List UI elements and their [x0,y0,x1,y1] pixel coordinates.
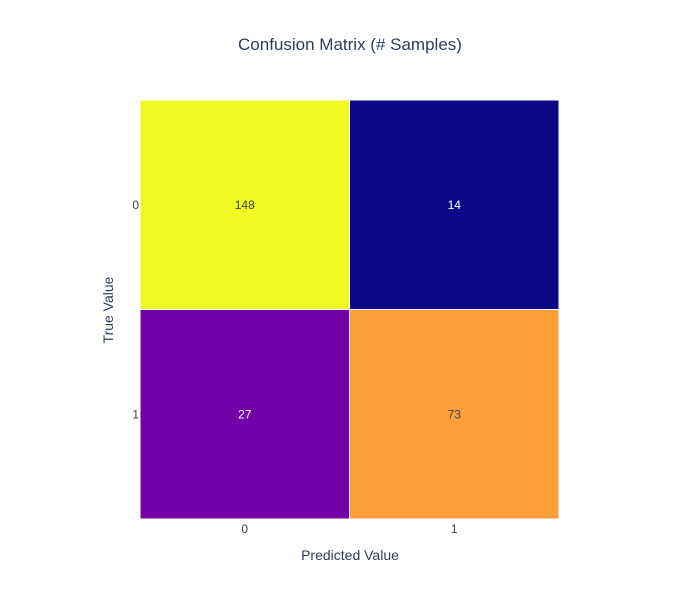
chart-title: Confusion Matrix (# Samples) [238,35,462,54]
x-tick-label: 0 [241,522,248,536]
cell-value-label-0-0: 148 [235,198,255,212]
heatmap-cells: 148 14 27 73 [139,99,560,520]
heatmap-cell-1-1 [349,309,560,520]
x-tick-label: 1 [451,522,458,536]
heatmap-cell-1-0 [139,309,350,520]
y-axis-title: True Value [100,276,116,343]
y-tick-label: 1 [132,407,139,421]
heatmap-cell-0-1 [349,99,560,310]
heatmap-cell-0-0 [139,99,350,310]
y-tick-label: 0 [132,198,139,212]
y-axis-ticks: 01 [132,198,139,422]
cell-value-label-0-1: 14 [448,198,462,212]
cell-value-label-1-0: 27 [238,407,252,421]
cell-value-label-1-1: 73 [448,407,462,421]
x-axis-title: Predicted Value [301,547,399,563]
